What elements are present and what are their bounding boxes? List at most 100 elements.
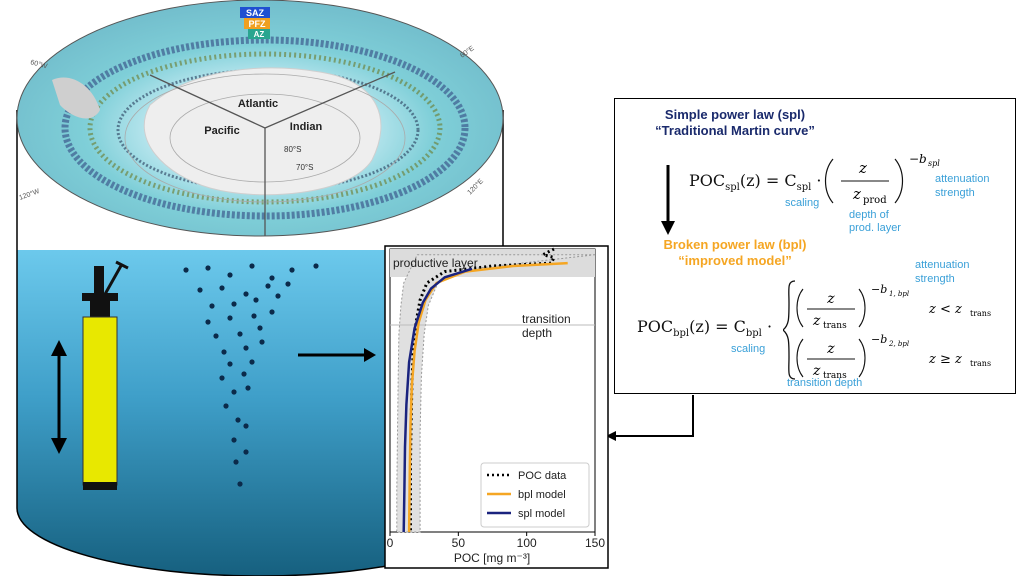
x-tick-label: 50: [452, 536, 466, 550]
transition-label-2: depth: [522, 326, 552, 340]
latitude-label-70s: 70°S: [296, 163, 313, 172]
particle: [221, 349, 227, 355]
particle: [237, 331, 243, 337]
particle: [205, 319, 211, 325]
particle: [205, 265, 211, 271]
particle: [275, 293, 281, 299]
spl-title-line2: “Traditional Martin curve”: [655, 123, 815, 138]
particle: [251, 313, 257, 319]
particle: [213, 333, 219, 339]
particle: [249, 263, 255, 269]
svg-text:trans: trans: [823, 321, 847, 331]
x-tick-label: 0: [387, 536, 394, 550]
svg-text:1, bpl: 1, bpl: [889, 290, 909, 298]
series-line-spl-model: [402, 267, 473, 533]
svg-text:z: z: [858, 159, 867, 177]
transition-depth-note: transition depth: [787, 377, 863, 389]
saz-label: SAZ: [246, 8, 265, 18]
bpl-cases: z z trans −b 1, bpl z < z trans z z tran…: [783, 280, 991, 381]
poc-profile-chart: productive layer transition depth 0 50 100…: [384, 245, 609, 569]
spl-title: Simple power law (spl) “Traditional Mart…: [615, 107, 855, 139]
spl-equation: POCspl(z) = Cspl ·: [689, 171, 822, 194]
saz-front: [61, 36, 469, 220]
bpl-atten-note-2: strength: [915, 273, 955, 285]
az-badge: [248, 29, 270, 39]
confidence-band: [396, 254, 596, 533]
bpl-equation: POCbpl(z) = Cbpl ·: [637, 317, 773, 340]
particle: [253, 297, 259, 303]
particle: [269, 309, 275, 315]
sector-line: [264, 71, 396, 129]
particle: [241, 371, 247, 377]
particle: [237, 481, 243, 487]
particle: [285, 281, 291, 287]
svg-text:−b: −b: [871, 333, 887, 346]
svg-text:trans: trans: [823, 371, 847, 381]
svg-text:z: z: [852, 185, 861, 203]
bpl-scaling-note: scaling: [731, 343, 766, 355]
spl-to-bpl-arrow: [661, 165, 675, 235]
connector-arrow: [612, 395, 694, 437]
ocean-label-indian: Indian: [290, 121, 323, 133]
particle: [227, 361, 233, 367]
bpl-title-line1: Broken power law (bpl): [663, 237, 807, 252]
sector-line: [149, 74, 266, 129]
x-axis-label: POC [mg m⁻³]: [454, 551, 530, 565]
latitude-label-80s: 80°S: [284, 145, 301, 154]
particle: [249, 359, 255, 365]
spl-depth-note-1: depth of: [849, 209, 889, 221]
particle: [257, 325, 263, 331]
spl-depth-note-2: prod. layer: [849, 222, 901, 234]
particle: [219, 375, 225, 381]
particle: [231, 301, 237, 307]
particle: [219, 285, 225, 291]
particle: [243, 291, 249, 297]
pfz-badge: [244, 18, 270, 29]
x-tick-label: 100: [517, 536, 537, 550]
svg-text:prod: prod: [863, 195, 887, 206]
longitude-label-120e: 120°E: [466, 177, 485, 196]
ocean-label-pacific: Pacific: [204, 125, 239, 137]
particle: [231, 437, 237, 443]
pfz-label: PFZ: [249, 19, 267, 29]
saz-badge: [240, 7, 270, 18]
southern-ocean-map: SAZ PFZ AZ Atlantic Pacific Indian 80°S …: [16, 0, 504, 237]
x-axis-ticks: 0 50 100 150: [387, 532, 605, 550]
transition-label-1: transition: [522, 312, 571, 326]
svg-text:z: z: [812, 363, 821, 379]
particle: [243, 345, 249, 351]
particle: [289, 267, 295, 273]
series-line-bpl-model: [407, 261, 568, 533]
bpl-title: Broken power law (bpl) “improved model”: [615, 237, 855, 269]
particle: [269, 275, 275, 281]
legend-label-bpl: bpl model: [518, 489, 566, 501]
particle: [209, 303, 215, 309]
spl-scaling-note: scaling: [785, 197, 820, 209]
chart-legend: POC data bpl model spl model: [480, 462, 590, 528]
pfz-front: [87, 51, 443, 205]
particle: [243, 423, 249, 429]
particle: [245, 385, 251, 391]
az-label: AZ: [254, 30, 265, 39]
svg-text:2, bpl: 2, bpl: [888, 340, 909, 348]
bgc-float: [51, 260, 129, 490]
bpl-atten-note-1: attenuation: [915, 259, 970, 271]
svg-text:spl: spl: [928, 159, 940, 168]
particle: [197, 287, 203, 293]
svg-text:trans: trans: [970, 309, 991, 318]
svg-text:trans: trans: [970, 359, 991, 368]
svg-text:z ≥ z: z ≥ z: [928, 352, 962, 367]
bpl-title-line2: “improved model”: [678, 253, 792, 268]
particle: [233, 459, 239, 465]
spl-atten-note-2: strength: [935, 187, 975, 199]
svg-text:−b: −b: [909, 152, 927, 166]
particle: [313, 263, 319, 269]
spl-fraction: z z prod −b spl: [824, 152, 940, 206]
svg-text:z: z: [812, 313, 821, 329]
particle: [227, 315, 233, 321]
sinking-particles: [183, 263, 319, 487]
south-america-landmass: [52, 77, 100, 119]
svg-text:z: z: [826, 291, 835, 307]
longitude-label-120w: 120°W: [18, 187, 41, 202]
series-layer: [402, 247, 568, 533]
